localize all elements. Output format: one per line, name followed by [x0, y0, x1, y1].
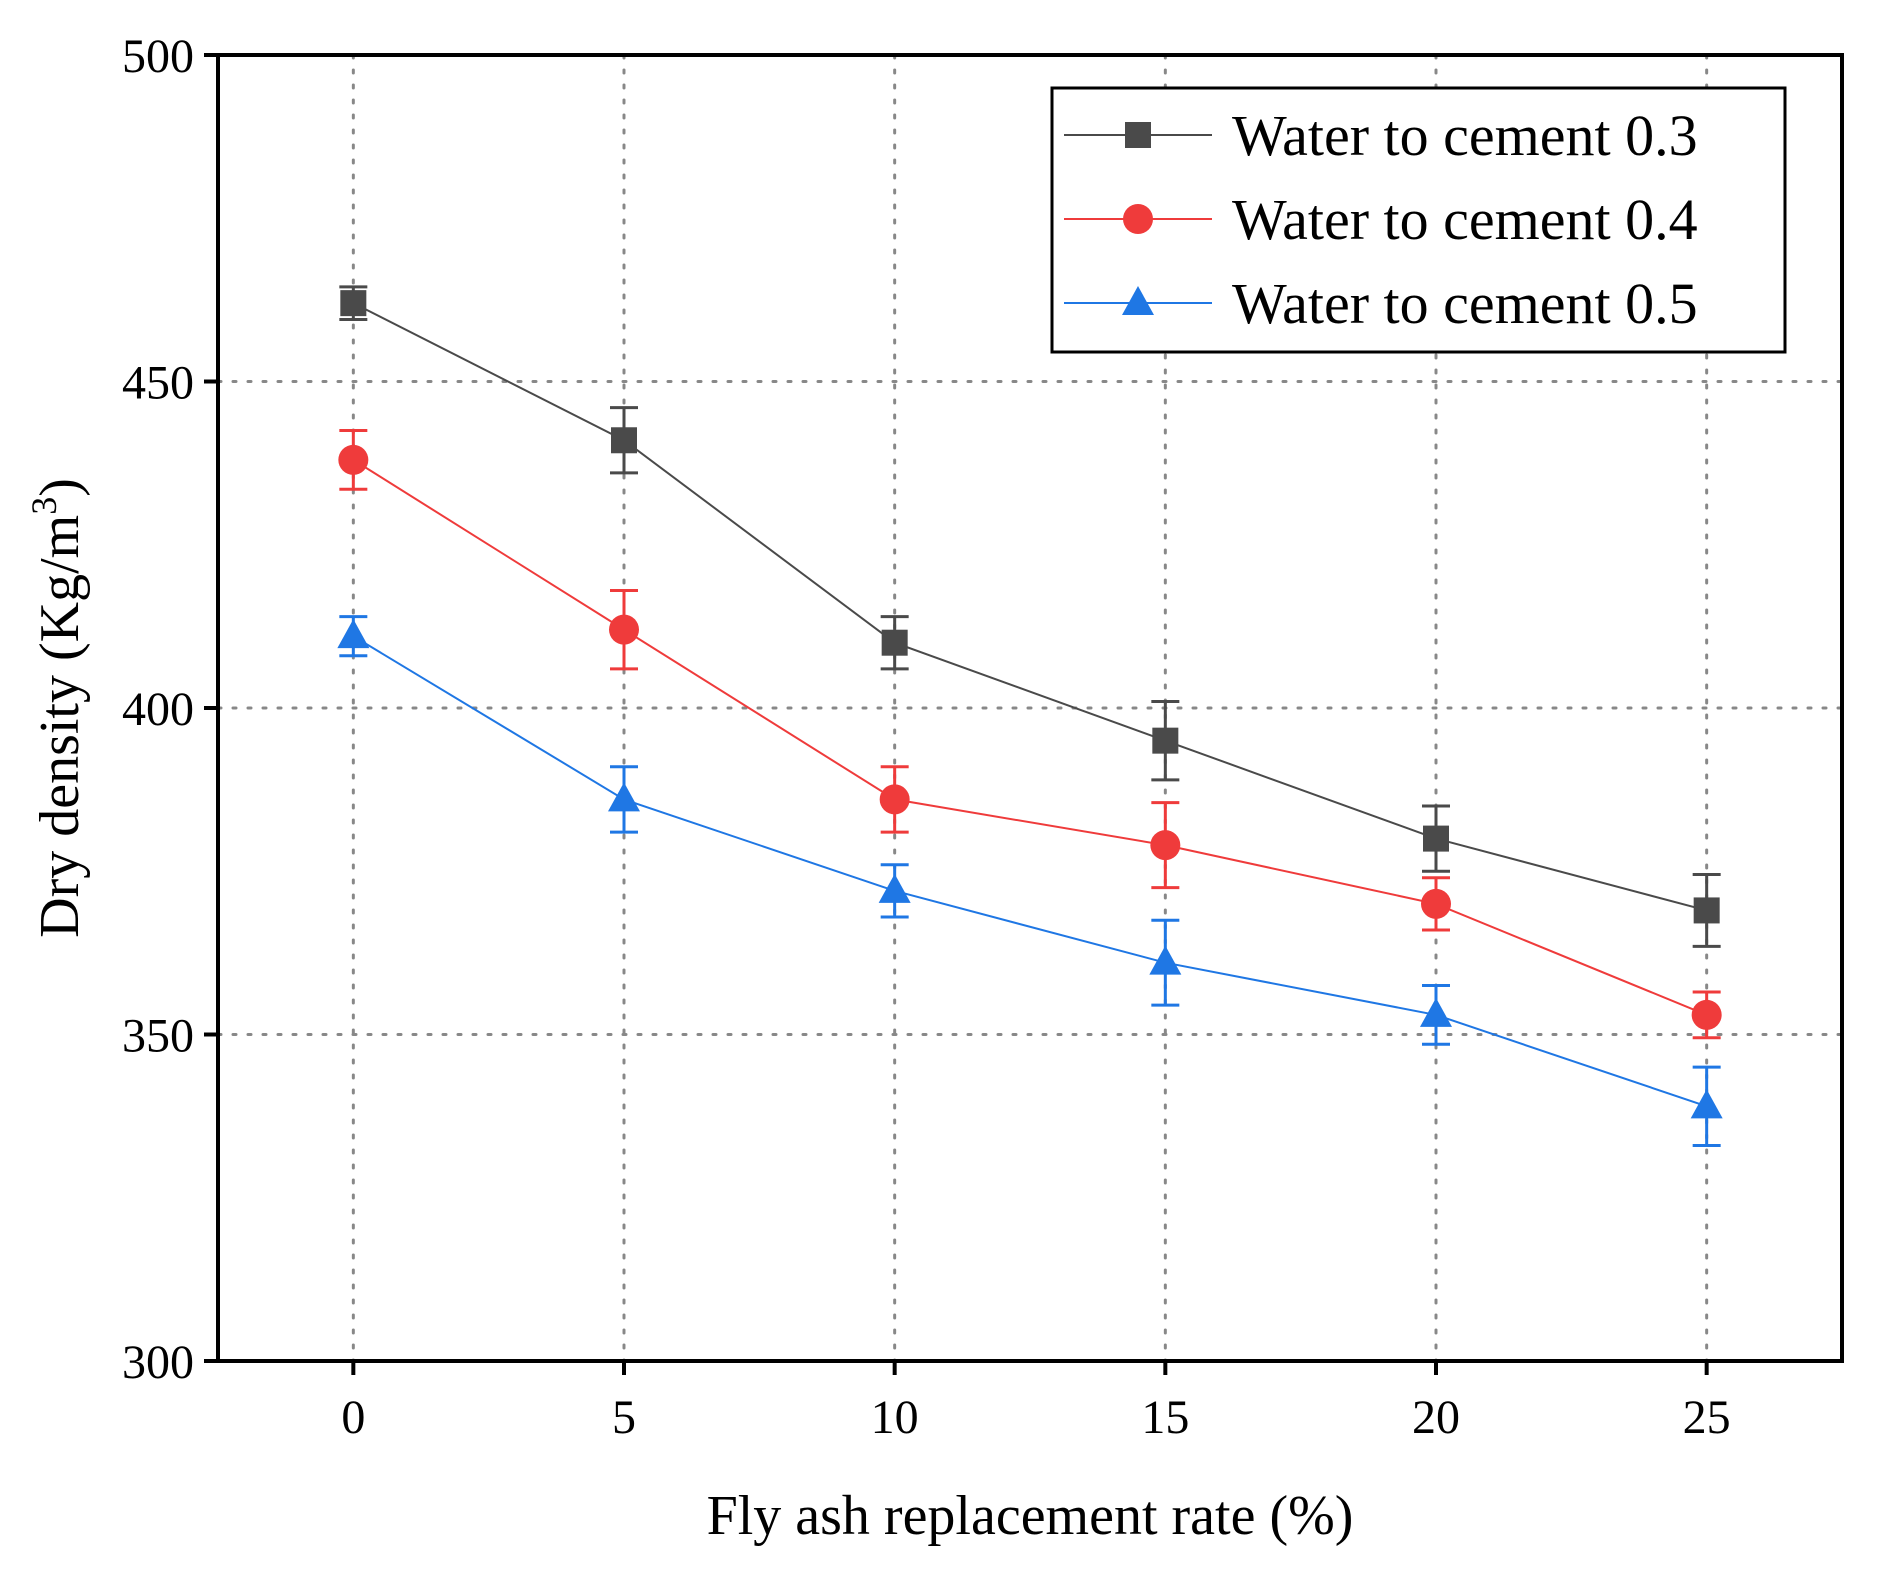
- x-tick-label: 10: [871, 1391, 919, 1444]
- data-point: [609, 614, 639, 645]
- series-line: [352, 302, 1707, 912]
- y-axis-title-main: Dry density (Kg/m: [29, 515, 91, 938]
- data-point: [338, 444, 369, 475]
- y-tick-label: 350: [122, 1010, 194, 1063]
- data-point: [1421, 888, 1451, 919]
- data-point: [337, 619, 370, 649]
- data-point: [340, 290, 367, 317]
- legend-label: Water to cement 0.5: [1232, 271, 1698, 336]
- y-axis-title-superscript: 3: [24, 497, 64, 515]
- legend-label: Water to cement 0.4: [1232, 187, 1698, 252]
- legend-marker: [1122, 286, 1154, 315]
- legend-item: Water to cement 0.3: [1064, 103, 1698, 168]
- data-point: [1693, 897, 1720, 924]
- data-point: [608, 782, 640, 812]
- legend-label: Water to cement 0.3: [1232, 103, 1698, 168]
- data-point: [1423, 825, 1449, 852]
- y-tick-label: 500: [122, 30, 194, 83]
- data-point: [1690, 1089, 1723, 1119]
- data-point: [1420, 997, 1452, 1027]
- data-point: [878, 873, 911, 903]
- x-tick-label: 15: [1141, 1391, 1189, 1444]
- series-1: [338, 428, 1722, 1040]
- data-point: [1152, 727, 1179, 754]
- legend-item: Water to cement 0.5: [1064, 271, 1698, 336]
- data-point: [1150, 830, 1181, 861]
- y-axis-title: Dry density (Kg/m3): [24, 478, 91, 938]
- data-point: [1149, 945, 1182, 975]
- series-layer: [337, 285, 1723, 1148]
- x-axis-title: Fly ash replacement rate (%): [707, 1485, 1354, 1547]
- legend-marker: [1125, 122, 1151, 148]
- legend-item: Water to cement 0.4: [1064, 187, 1698, 252]
- data-point: [879, 784, 910, 815]
- series-2: [337, 615, 1723, 1148]
- legend-items: Water to cement 0.3 Water to cement 0.4 Wa…: [1064, 103, 1698, 336]
- tick-labels: 0 5 10 15 20 25 300 350 400 450 500: [122, 30, 1731, 1444]
- x-tick-label: 20: [1412, 1391, 1460, 1444]
- series-line: [352, 635, 1707, 1108]
- data-point: [1691, 999, 1722, 1030]
- x-tick-label: 0: [341, 1391, 365, 1444]
- legend-marker: [1123, 204, 1153, 234]
- series-line: [352, 459, 1708, 1016]
- x-tick-label: 25: [1683, 1391, 1731, 1444]
- grid-lines: [216, 53, 1844, 1363]
- x-tick-label: 5: [612, 1391, 636, 1444]
- y-tick-label: 400: [122, 683, 194, 736]
- data-point: [881, 629, 908, 656]
- y-tick-label: 450: [122, 357, 194, 410]
- data-point: [611, 427, 637, 454]
- series-0: [339, 285, 1721, 948]
- legend: Water to cement 0.3 Water to cement 0.4 Wa…: [1050, 86, 1787, 354]
- y-tick-label: 300: [122, 1336, 194, 1389]
- y-axis-title-close: ): [29, 478, 91, 497]
- axis-ticks: [204, 53, 1709, 1375]
